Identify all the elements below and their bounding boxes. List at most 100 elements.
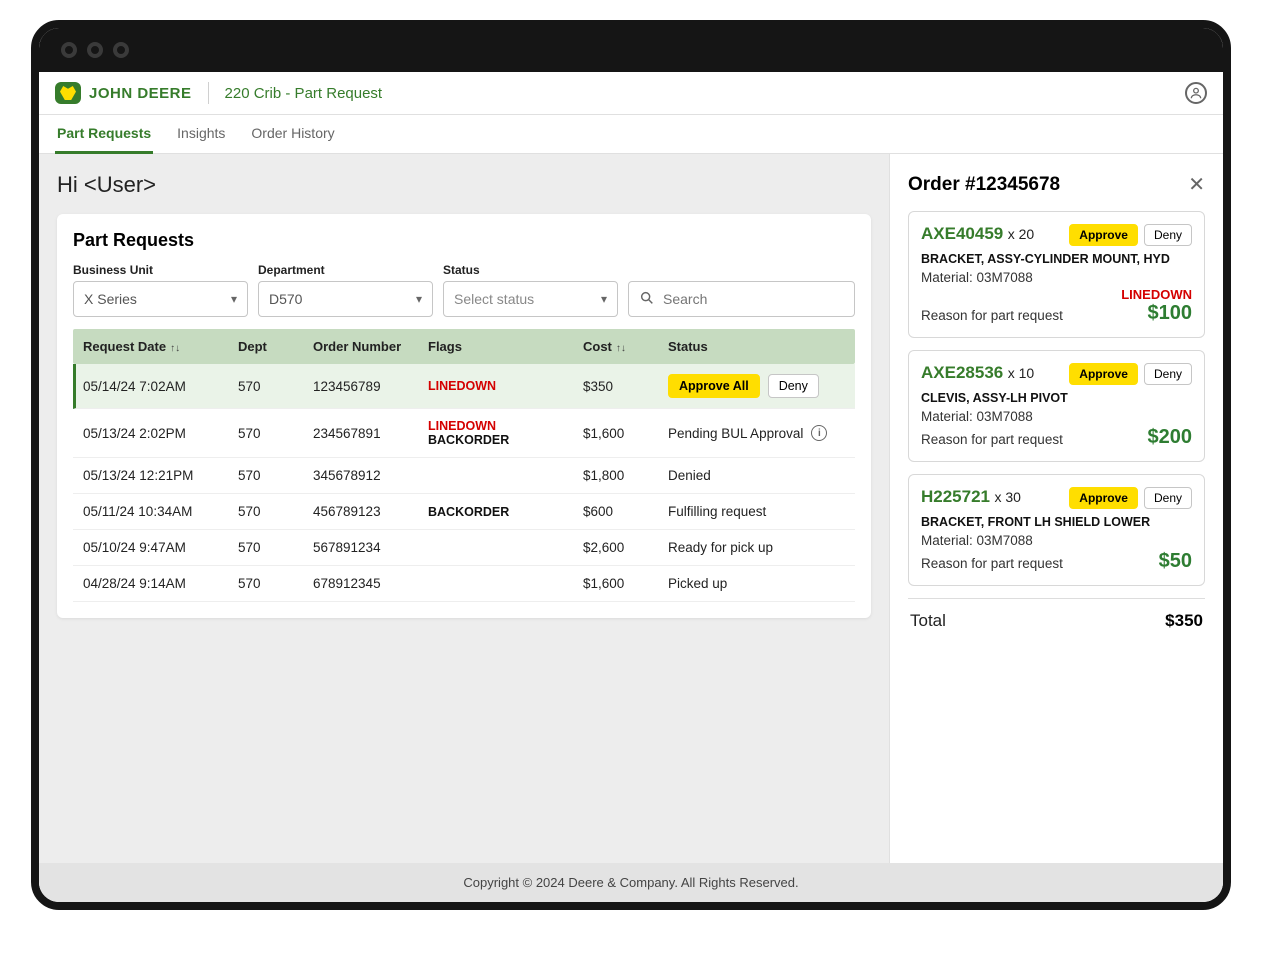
flag-linedown: LINEDOWN bbox=[428, 419, 583, 433]
deny-button[interactable]: Deny bbox=[768, 374, 819, 398]
brand-text: John Deere bbox=[89, 85, 192, 102]
cell-date: 05/13/24 12:21PM bbox=[83, 468, 238, 483]
main-panel: Hi <User> Part Requests Business Unit X … bbox=[39, 154, 889, 863]
cell-dept: 570 bbox=[238, 576, 313, 591]
table-row[interactable]: 04/28/24 9:14AM 570 678912345 $1,600 Pic… bbox=[73, 566, 855, 602]
requests-table: Request Date↑↓ Dept Order Number Flags C… bbox=[73, 329, 855, 602]
approve-all-button[interactable]: Approve All bbox=[668, 374, 760, 398]
item-price: $50 bbox=[1159, 550, 1192, 573]
col-request-date[interactable]: Request Date↑↓ bbox=[83, 339, 238, 354]
flag-backorder: BACKORDER bbox=[428, 433, 583, 447]
requests-card: Part Requests Business Unit X Series ▾ D… bbox=[57, 214, 871, 618]
part-qty: x 20 bbox=[1008, 226, 1034, 242]
cell-date: 05/13/24 2:02PM bbox=[83, 426, 238, 441]
cell-flags: LINEDOWN BACKORDER bbox=[428, 419, 583, 447]
search-icon bbox=[639, 290, 655, 309]
tab-insights[interactable]: Insights bbox=[175, 115, 227, 153]
part-number: AXE28536 bbox=[921, 363, 1003, 382]
part-material: Material: 03M7088 bbox=[921, 533, 1192, 548]
cell-flags: BACKORDER bbox=[428, 505, 583, 519]
search-wrap bbox=[628, 263, 855, 317]
cell-dept: 570 bbox=[238, 426, 313, 441]
table-row[interactable]: 05/14/24 7:02AM 570 123456789 LINEDOWN $… bbox=[73, 364, 855, 409]
search-input-wrap bbox=[628, 281, 855, 317]
divider bbox=[208, 82, 209, 104]
approve-button[interactable]: Approve bbox=[1069, 363, 1138, 385]
approve-button[interactable]: Approve bbox=[1069, 224, 1138, 246]
footer: Copyright © 2024 Deere & Company. All Ri… bbox=[39, 863, 1223, 902]
col-cost[interactable]: Cost↑↓ bbox=[583, 339, 668, 354]
cell-status: Pending BUL Approval i bbox=[668, 425, 845, 441]
cell-order: 123456789 bbox=[313, 379, 428, 394]
filter-department: Department D570 ▾ bbox=[258, 263, 433, 317]
item-price: $100 bbox=[1121, 302, 1192, 325]
cell-dept: 570 bbox=[238, 468, 313, 483]
col-status[interactable]: Status bbox=[668, 339, 845, 354]
status-select[interactable]: Select status ▾ bbox=[443, 281, 618, 317]
deny-button[interactable]: Deny bbox=[1144, 363, 1192, 385]
cell-order: 678912345 bbox=[313, 576, 428, 591]
cell-order: 567891234 bbox=[313, 540, 428, 555]
cell-cost: $1,800 bbox=[583, 468, 668, 483]
total-label: Total bbox=[910, 611, 946, 631]
cell-order: 345678912 bbox=[313, 468, 428, 483]
department-select[interactable]: D570 ▾ bbox=[258, 281, 433, 317]
tab-order-history[interactable]: Order History bbox=[249, 115, 336, 153]
body: Hi <User> Part Requests Business Unit X … bbox=[39, 154, 1223, 863]
filter-status: Status Select status ▾ bbox=[443, 263, 618, 317]
col-flags[interactable]: Flags bbox=[428, 339, 583, 354]
col-order-number[interactable]: Order Number bbox=[313, 339, 428, 354]
cell-date: 04/28/24 9:14AM bbox=[83, 576, 238, 591]
deer-icon bbox=[55, 82, 81, 104]
table-row[interactable]: 05/13/24 12:21PM 570 345678912 $1,800 De… bbox=[73, 458, 855, 494]
filter-label: Business Unit bbox=[73, 263, 248, 277]
col-dept[interactable]: Dept bbox=[238, 339, 313, 354]
chevron-down-icon: ▾ bbox=[601, 292, 607, 306]
deny-button[interactable]: Deny bbox=[1144, 487, 1192, 509]
deny-button[interactable]: Deny bbox=[1144, 224, 1192, 246]
cell-cost: $2,600 bbox=[583, 540, 668, 555]
flag-backorder: BACKORDER bbox=[428, 505, 583, 519]
greeting: Hi <User> bbox=[57, 172, 871, 198]
part-qty: x 10 bbox=[1008, 365, 1034, 381]
flag-linedown: LINEDOWN bbox=[428, 379, 583, 393]
part-description: BRACKET, FRONT LH SHIELD LOWER bbox=[921, 515, 1192, 529]
select-value: X Series bbox=[84, 291, 137, 307]
chevron-down-icon: ▾ bbox=[416, 292, 422, 306]
page-subtitle: 220 Crib - Part Request bbox=[225, 85, 383, 102]
cell-status: Approve All Deny bbox=[668, 374, 845, 398]
cell-cost: $350 bbox=[583, 379, 668, 394]
item-price: $200 bbox=[1148, 426, 1193, 449]
part-material: Material: 03M7088 bbox=[921, 409, 1192, 424]
select-value: D570 bbox=[269, 291, 302, 307]
part-number: H225721 bbox=[921, 487, 990, 506]
cell-status: Fulfilling request bbox=[668, 504, 845, 519]
part-reason: Reason for part request bbox=[921, 308, 1063, 323]
filters-row: Business Unit X Series ▾ Department D570… bbox=[73, 263, 855, 317]
order-item-card: AXE28536 x 10 Approve Deny CLEVIS, ASSY-… bbox=[908, 350, 1205, 462]
part-qty: x 30 bbox=[994, 489, 1020, 505]
table-row[interactable]: 05/10/24 9:47AM 570 567891234 $2,600 Rea… bbox=[73, 530, 855, 566]
sort-icon: ↑↓ bbox=[616, 343, 626, 354]
cell-order: 234567891 bbox=[313, 426, 428, 441]
total-row: Total $350 bbox=[908, 598, 1205, 643]
window-dot bbox=[113, 42, 129, 58]
logo[interactable]: John Deere bbox=[55, 82, 192, 104]
cell-order: 456789123 bbox=[313, 504, 428, 519]
user-avatar-icon[interactable] bbox=[1185, 82, 1207, 104]
order-detail-panel: Order #12345678 ✕ AXE40459 x 20 Approve … bbox=[889, 154, 1223, 863]
cell-date: 05/14/24 7:02AM bbox=[83, 379, 238, 394]
search-input[interactable] bbox=[663, 291, 844, 307]
cell-dept: 570 bbox=[238, 379, 313, 394]
business-unit-select[interactable]: X Series ▾ bbox=[73, 281, 248, 317]
info-icon[interactable]: i bbox=[811, 425, 827, 441]
order-title: Order #12345678 bbox=[908, 174, 1060, 196]
topbar: John Deere 220 Crib - Part Request bbox=[39, 72, 1223, 115]
approve-button[interactable]: Approve bbox=[1069, 487, 1138, 509]
tab-part-requests[interactable]: Part Requests bbox=[55, 115, 153, 154]
table-row[interactable]: 05/11/24 10:34AM 570 456789123 BACKORDER… bbox=[73, 494, 855, 530]
close-icon[interactable]: ✕ bbox=[1188, 172, 1205, 197]
filter-business-unit: Business Unit X Series ▾ bbox=[73, 263, 248, 317]
browser-titlebar bbox=[39, 28, 1223, 72]
table-row[interactable]: 05/13/24 2:02PM 570 234567891 LINEDOWN B… bbox=[73, 409, 855, 458]
